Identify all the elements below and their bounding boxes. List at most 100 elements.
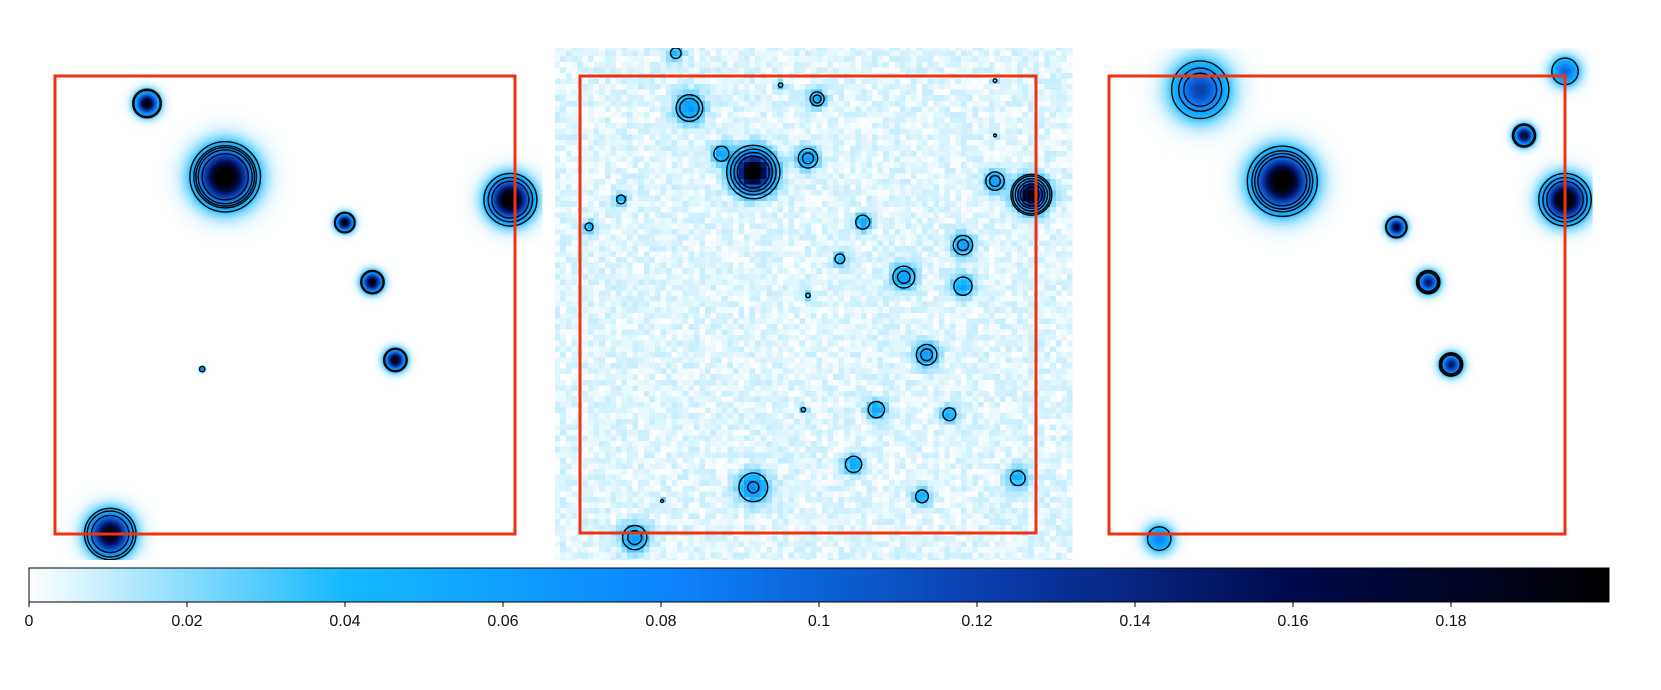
contour-line [1438, 352, 1464, 377]
contour-line [359, 269, 385, 295]
contour-line [801, 152, 815, 165]
contour-line [201, 153, 249, 201]
colorbar-tick-label: 0.16 [1277, 613, 1308, 630]
contour-line [1511, 123, 1537, 148]
panel-frame [1107, 74, 1567, 536]
contour-line [1418, 272, 1439, 293]
contour-line [738, 472, 769, 503]
contour-line [914, 489, 930, 504]
contour-line [1257, 156, 1308, 207]
colorbar-ticks: 0 0.02 0.04 0.06 0.08 0.1 0.12 0.14 0.16 0.18 [25, 602, 1467, 630]
heatmap-image [1081, 48, 1593, 560]
colorbar-gradient [28, 567, 1610, 603]
contour-line [627, 529, 643, 546]
contour-line [992, 78, 998, 84]
contour-line [736, 155, 770, 189]
contour-line [1023, 186, 1040, 204]
contour-line [1254, 152, 1311, 210]
contour-line [334, 212, 355, 233]
contour-line [855, 214, 871, 230]
colorbar-tick-label: 0.06 [487, 613, 518, 630]
colorbar-tick-label: 0.12 [961, 613, 992, 630]
contour-line [621, 524, 648, 551]
contour-line [747, 480, 760, 494]
contour-line [487, 176, 534, 223]
contour-line [1012, 175, 1051, 215]
colorbar-tick-label: 0.04 [329, 613, 360, 630]
contour-line [1009, 470, 1026, 487]
contour-line [383, 348, 407, 372]
contour-line [333, 211, 356, 234]
contour-line [812, 94, 822, 104]
contour-line [131, 88, 162, 119]
contour-line [1246, 145, 1319, 218]
contour-line [952, 234, 974, 256]
contour-line [659, 498, 665, 504]
contour-line [679, 97, 700, 119]
contour-line [1010, 173, 1053, 217]
contour-line [892, 265, 916, 289]
contour-line [133, 89, 161, 118]
contour-line [1146, 526, 1172, 552]
contour-line [777, 82, 784, 89]
panel-2 [555, 48, 1073, 560]
contour-line [988, 175, 1002, 188]
colorbar-tick-label: 0 [25, 613, 34, 630]
contour-line [919, 348, 934, 362]
colorbar-tick-label: 0.18 [1435, 613, 1466, 630]
contour-line [1014, 177, 1049, 212]
colorbar-tick-label: 0.1 [808, 613, 830, 630]
contour-line [198, 365, 206, 373]
contour-line [800, 406, 807, 413]
contour-line [1440, 354, 1461, 375]
contour-line [1019, 183, 1044, 207]
contour-line [733, 151, 774, 193]
contour-line [382, 347, 408, 373]
contour-line [189, 141, 262, 213]
contour-line [896, 270, 911, 284]
contour-line [1177, 67, 1223, 112]
contour-line [483, 172, 538, 227]
contour-line [195, 146, 256, 207]
heatmap-image [27, 48, 543, 560]
colorbar-tick-label: 0.14 [1119, 613, 1150, 630]
contour-line [1017, 180, 1046, 210]
panel-1 [27, 48, 543, 560]
contour-line [844, 455, 863, 474]
contour-line [809, 91, 825, 107]
contour-line [1170, 60, 1230, 120]
contour-line [867, 400, 886, 419]
heatmap-image [555, 48, 1073, 560]
contour-line [675, 93, 704, 122]
contour-line [953, 276, 973, 297]
contour-line [726, 144, 781, 200]
contour-line [985, 171, 1005, 192]
panel-frame [578, 74, 1038, 535]
contour-line [193, 144, 258, 209]
contour-line [584, 222, 594, 232]
contour-line [729, 148, 777, 196]
contour-line [713, 145, 730, 162]
contour-line [1416, 270, 1440, 294]
contour-line [1183, 72, 1218, 107]
contour-line [1415, 269, 1441, 295]
contour-line [834, 253, 846, 265]
contour-line [1439, 353, 1463, 376]
contour-line [797, 147, 819, 169]
contour-line [992, 133, 998, 138]
colorbar-tick-label: 0.08 [645, 613, 676, 630]
colorbar-tick-label: 0.02 [171, 613, 202, 630]
contour-line [1384, 215, 1408, 239]
panel-3 [1081, 48, 1593, 560]
heatmap-panels [27, 48, 1593, 560]
contour-line [1251, 150, 1314, 213]
contour-line [1513, 124, 1535, 147]
contour-line [615, 194, 627, 205]
contour-line [805, 292, 811, 299]
contour-line [197, 149, 253, 205]
contour-line [1385, 216, 1407, 238]
panel-frame [53, 74, 517, 536]
contour-line [360, 270, 384, 294]
colorbar: 0 0.02 0.04 0.06 0.08 0.1 0.12 0.14 0.16 0.18 [25, 567, 1610, 630]
